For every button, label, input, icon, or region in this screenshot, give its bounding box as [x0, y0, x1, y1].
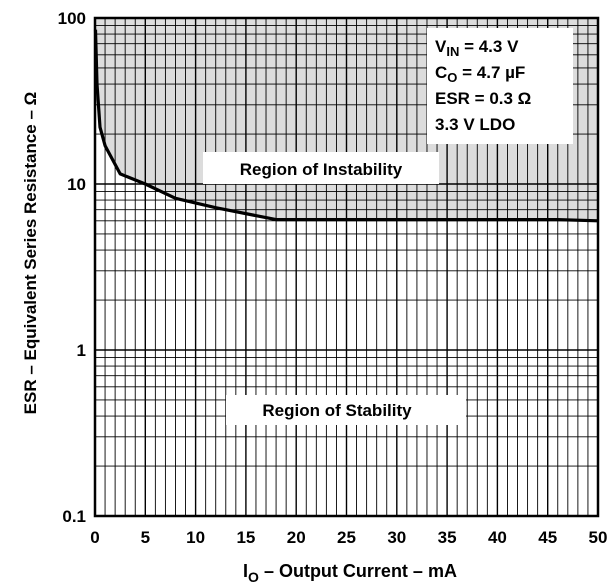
instability-label: Region of Instability [203, 152, 439, 184]
stability-label: Region of Stability [226, 395, 466, 425]
x-tick-label: 10 [186, 528, 205, 547]
x-tick-label: 20 [287, 528, 306, 547]
x-tick-label: 40 [488, 528, 507, 547]
x-tick-label: 45 [538, 528, 557, 547]
x-tick-label: 50 [589, 528, 608, 547]
x-tick-labels: 0 5 10 15 20 25 30 35 40 45 50 [90, 528, 607, 547]
condition-co: CO = 4.7 µF [435, 63, 525, 85]
condition-esr: ESR = 0.3 Ω [435, 89, 531, 108]
x-tick-label: 30 [387, 528, 406, 547]
conditions-box: VIN = 4.3 V CO = 4.7 µF ESR = 0.3 Ω 3.3 … [427, 28, 573, 144]
y-tick-label: 1 [77, 341, 86, 360]
condition-vin: VIN = 4.3 V [435, 37, 519, 59]
instability-label-text: Region of Instability [240, 160, 403, 179]
x-axis-label: IO – Output Current – mA [243, 561, 457, 585]
y-tick-label: 100 [58, 9, 86, 28]
x-tick-label: 0 [90, 528, 99, 547]
condition-ldo: 3.3 V LDO [435, 115, 515, 134]
x-tick-label: 15 [236, 528, 255, 547]
y-axis-label: ESR – Equivalent Series Resistance – Ω [21, 92, 40, 415]
plot-frame [93, 16, 600, 518]
stability-label-text: Region of Stability [262, 401, 412, 420]
x-tick-label: 25 [337, 528, 356, 547]
esr-boundary-curve [93, 29, 599, 223]
y-tick-labels: 100 10 1 0.1 [58, 9, 86, 526]
x-tick-label: 35 [438, 528, 457, 547]
x-tick-label: 5 [141, 528, 150, 547]
y-tick-label: 10 [67, 175, 86, 194]
y-tick-label: 0.1 [62, 507, 86, 526]
